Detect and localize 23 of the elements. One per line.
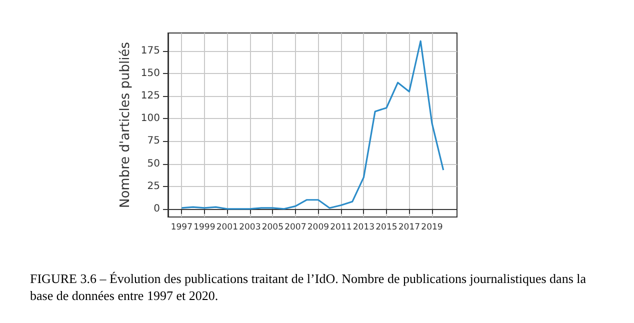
x-tick-label: 1999: [194, 222, 216, 232]
y-tick-label: 100: [140, 113, 160, 124]
x-tick-label: 2013: [352, 222, 375, 232]
caption: FIGURE 3.6 – Évolution des publications traitant de l’IdO. Nombre de publications journalistiques dans la base de données entre 1997 et 2020.: [30, 271, 590, 303]
y-tick-label: 50: [147, 158, 160, 170]
x-tick-label: 1997: [170, 222, 192, 232]
x-tick-label: 2019: [421, 222, 443, 232]
x-tick-label: 2005: [262, 222, 284, 232]
x-tick-label: 2001: [216, 222, 238, 232]
x-tick-label: 2009: [307, 222, 330, 232]
y-tick-label: 0: [154, 203, 160, 214]
y-axis-title: Nombre d'articles publiés: [118, 42, 133, 208]
y-tick-label: 125: [140, 90, 160, 102]
y-tick-label: 75: [147, 136, 160, 147]
line-series: [180, 40, 444, 210]
x-tick-label: 2015: [376, 222, 398, 232]
x-tick-label: 2017: [398, 222, 420, 232]
y-tick-label: 150: [140, 68, 160, 80]
x-tick-label: 2007: [284, 222, 306, 232]
y-tick-label: 175: [140, 46, 160, 57]
y-tick-label: 25: [147, 180, 160, 192]
x-tick-label: 2003: [239, 222, 261, 232]
x-tick-label: 2011: [330, 222, 352, 232]
